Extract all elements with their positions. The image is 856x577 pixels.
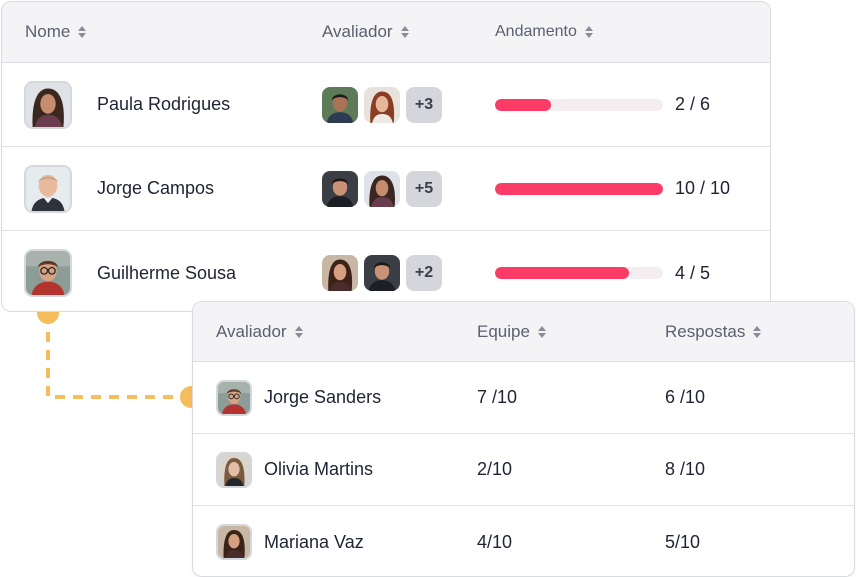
progress-label: 10 / 10	[675, 178, 731, 198]
sort-icon[interactable]	[78, 26, 87, 38]
evaluators-group[interactable]: +3	[322, 63, 442, 146]
avatar	[24, 164, 72, 213]
evaluator-name: Olivia Martins	[264, 459, 374, 479]
progress-label: 4 / 5	[675, 262, 711, 283]
more-evaluators-badge[interactable]: +5	[406, 170, 442, 207]
progress-fill	[495, 182, 663, 195]
table-row[interactable]: Jorge Campos +5 10 / 10	[2, 147, 770, 231]
progress-label: 2 / 6	[675, 94, 711, 114]
reviewee-name: Guilherme Sousa	[97, 262, 237, 283]
sort-icon[interactable]	[294, 325, 303, 338]
evaluator-avatar	[364, 255, 400, 291]
table-row[interactable]: Guilherme Sousa +2 4 / 5	[2, 231, 770, 311]
answers-value: 6 /10	[665, 387, 706, 407]
more-evaluators-badge[interactable]: +2	[406, 255, 442, 291]
sort-icon[interactable]	[584, 26, 593, 38]
evaluator-name: Jorge Sanders	[264, 387, 382, 407]
evaluators-group[interactable]: +2	[322, 231, 442, 311]
sort-icon[interactable]	[537, 325, 546, 338]
column-header-evaluator[interactable]: Avaliador	[322, 2, 409, 62]
evaluator-avatar	[322, 87, 358, 123]
reviewee-name: Jorge Campos	[97, 178, 215, 198]
evaluator-avatar	[364, 171, 400, 207]
table-row[interactable]: Jorge Sanders 7 /10 6 /10	[193, 362, 854, 434]
table-row[interactable]: Mariana Vaz 4/10 5/10	[193, 506, 854, 576]
table-row[interactable]: Olivia Martins 2/10 8 /10	[193, 434, 854, 506]
sort-icon[interactable]	[400, 26, 409, 38]
answers-value: 8 /10	[665, 459, 706, 479]
table-header: Avaliador Equipe Respostas	[193, 302, 854, 362]
more-evaluators-badge[interactable]: +3	[406, 86, 442, 123]
reviewees-table: Nome Avaliador Andamento Paula Rodrigues…	[1, 1, 771, 312]
avatar	[24, 249, 72, 297]
team-value: 2/10	[477, 459, 513, 479]
column-header-name[interactable]: Nome	[25, 2, 87, 62]
evaluator-avatar	[364, 87, 400, 123]
column-header-evaluator[interactable]: Avaliador	[216, 302, 303, 361]
evaluators-group[interactable]: +5	[322, 147, 442, 230]
avatar	[216, 379, 252, 416]
evaluators-detail-table: Avaliador Equipe Respostas Jorge Sanders…	[192, 301, 855, 577]
avatar	[24, 80, 72, 129]
sort-icon[interactable]	[753, 325, 762, 338]
reviewee-name: Paula Rodrigues	[97, 94, 231, 114]
progress-bar	[495, 182, 663, 195]
answers-value: 5/10	[665, 531, 701, 552]
table-header: Nome Avaliador Andamento	[2, 2, 770, 63]
avatar	[216, 451, 252, 488]
column-header-progress[interactable]: Andamento	[495, 2, 593, 62]
evaluator-name: Mariana Vaz	[264, 531, 364, 552]
column-header-team[interactable]: Equipe	[477, 302, 546, 361]
avatar	[216, 524, 252, 560]
progress-bar	[495, 98, 663, 111]
evaluator-avatar	[322, 171, 358, 207]
table-row[interactable]: Paula Rodrigues +3 2 / 6	[2, 63, 770, 147]
column-header-answers[interactable]: Respostas	[665, 302, 762, 361]
progress-bar	[495, 267, 663, 279]
evaluator-avatar	[322, 255, 358, 291]
progress-fill	[495, 98, 551, 111]
team-value: 4/10	[477, 531, 513, 552]
progress-fill	[495, 267, 630, 279]
team-value: 7 /10	[477, 387, 518, 407]
